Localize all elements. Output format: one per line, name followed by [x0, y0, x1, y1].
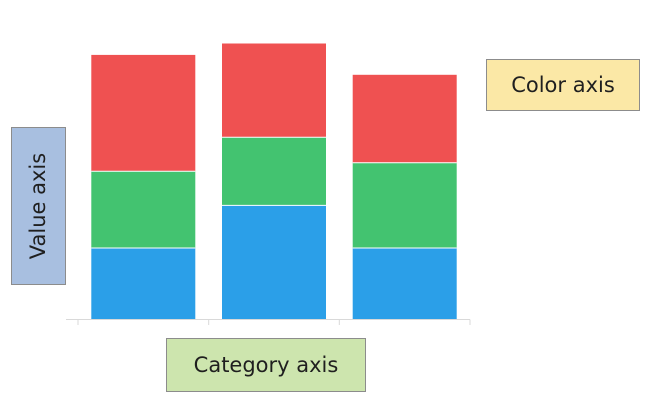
x-axis-line-group: [66, 319, 471, 325]
value-axis-label: Value axis: [11, 127, 66, 285]
category-axis-label: Category axis: [166, 338, 366, 392]
bar-segment-1-top: [91, 54, 196, 172]
bar-segment-1-bottom: [91, 248, 196, 319]
bar-segment-3-top: [352, 74, 457, 163]
bar-segment-1-middle: [91, 171, 196, 248]
value-axis-label-text: Value axis: [26, 152, 51, 260]
bar-segment-2-bottom: [222, 205, 326, 319]
bar-segment-3-middle: [352, 162, 457, 248]
bar-segment-2-middle: [222, 137, 326, 206]
bar-segment-2-top: [222, 43, 326, 138]
bars-layer: [91, 43, 457, 319]
bar-segment-3-bottom: [352, 248, 457, 319]
color-axis-label: Color axis: [486, 59, 640, 111]
